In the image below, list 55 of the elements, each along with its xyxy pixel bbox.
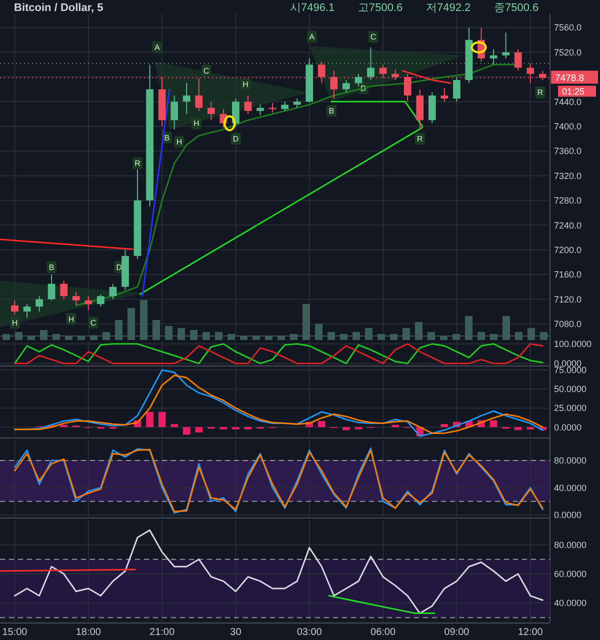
annotation: C: [90, 318, 96, 328]
x-tick-label: 12:00: [518, 627, 544, 638]
annotation: C: [203, 66, 210, 76]
y-tick-label: 50.0000: [554, 384, 587, 394]
y-tick-label: 40.0000: [554, 482, 587, 493]
y-tick-label: 60.0000: [554, 569, 587, 580]
y-tick-label: 7440.0: [554, 96, 582, 107]
annotation: H: [194, 119, 200, 128]
y-tick-label: 7520.0: [554, 47, 582, 58]
annotation: B: [48, 262, 54, 272]
x-tick-label: 09:00: [444, 627, 470, 638]
x-tick-label: 15:00: [2, 627, 28, 638]
y-tick-label: 100.0000: [554, 339, 592, 350]
y-tick-label: 0.0000: [554, 510, 582, 520]
y-tick-label: 7280.0: [554, 196, 582, 206]
chart-title: Bitcoin / Dollar, 5: [14, 2, 104, 14]
y-tick-label: 80.0000: [554, 456, 587, 466]
y-tick-label: 75.0000: [554, 365, 587, 376]
y-tick-label: 7240.0: [554, 220, 582, 230]
annotation: H: [242, 80, 249, 90]
y-tick-label: 7120.0: [554, 294, 582, 304]
annotation: R: [537, 88, 544, 98]
y-tick-label: 7320.0: [554, 170, 582, 181]
annotation: R: [134, 159, 141, 168]
text: 시7496.1: [290, 2, 335, 14]
annotation: C: [370, 32, 376, 42]
annotation: D: [232, 134, 239, 144]
annotation: H: [68, 314, 74, 324]
y-tick-label: 7080.0: [554, 319, 582, 330]
y-tick-label: 80.0000: [554, 540, 587, 550]
y-tick-label: 7160.0: [554, 270, 582, 280]
x-tick-label: 30: [230, 627, 242, 638]
y-tick-label: 7560.0: [554, 22, 582, 33]
annotation: H: [176, 138, 182, 147]
y-tick-label: 7400.0: [554, 122, 582, 132]
annotation: A: [309, 32, 316, 42]
text: 저7492.2: [426, 2, 471, 14]
annotation: A: [154, 43, 160, 52]
text: 종7500.6: [494, 2, 539, 14]
annotation: B: [328, 106, 334, 116]
annotation: R: [416, 134, 423, 144]
text: 고7500.6: [358, 2, 403, 14]
y-tick-label: 25.0000: [554, 403, 587, 414]
annotation: B: [164, 133, 170, 142]
x-tick-label: 06:00: [370, 627, 396, 638]
y-tick-label: 40.0000: [554, 598, 587, 608]
text: 01:25: [562, 86, 585, 96]
x-tick-label: 18:00: [76, 627, 102, 638]
y-tick-label: 0.0000: [554, 422, 582, 432]
y-tick-label: 7360.0: [554, 146, 582, 156]
x-tick-label: 21:00: [150, 627, 175, 638]
y-tick-label: 7200.0: [554, 244, 582, 255]
x-tick-label: 03:00: [296, 627, 322, 638]
annotation: H: [12, 318, 18, 328]
ref-line-label: 7478.8: [555, 73, 584, 84]
